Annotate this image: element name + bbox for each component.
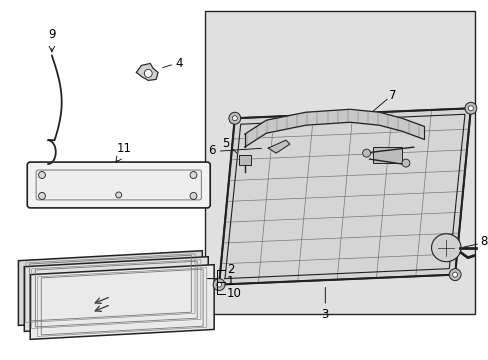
Polygon shape [24,257,208,332]
Polygon shape [268,140,289,153]
FancyBboxPatch shape [27,162,210,208]
Circle shape [401,159,409,167]
Text: 1: 1 [226,275,234,288]
Polygon shape [30,265,214,339]
Circle shape [452,272,457,277]
Text: 8: 8 [480,235,487,248]
Polygon shape [219,108,470,285]
Bar [205,11,474,315]
Polygon shape [19,251,202,325]
Circle shape [39,193,45,199]
Circle shape [116,192,122,198]
Text: 3: 3 [321,307,328,320]
Circle shape [213,279,224,291]
Text: 7: 7 [388,89,396,102]
Bar [372,147,401,163]
Text: 2: 2 [226,263,234,276]
Polygon shape [136,63,158,80]
Bar [238,155,250,165]
Circle shape [464,102,476,114]
Ellipse shape [430,234,460,262]
FancyBboxPatch shape [36,170,201,200]
Text: 4: 4 [175,57,183,70]
Text: 5: 5 [222,137,229,150]
Text: 10: 10 [226,287,242,300]
Circle shape [144,69,152,77]
Circle shape [448,269,460,280]
Circle shape [39,171,45,179]
Text: 9: 9 [48,28,56,41]
Circle shape [190,171,197,179]
Circle shape [362,149,370,157]
Text: 11: 11 [117,142,132,155]
Circle shape [232,116,237,121]
Circle shape [468,106,472,111]
Text: 6: 6 [207,144,215,157]
Circle shape [228,112,240,124]
Circle shape [190,193,197,199]
Circle shape [216,282,221,287]
